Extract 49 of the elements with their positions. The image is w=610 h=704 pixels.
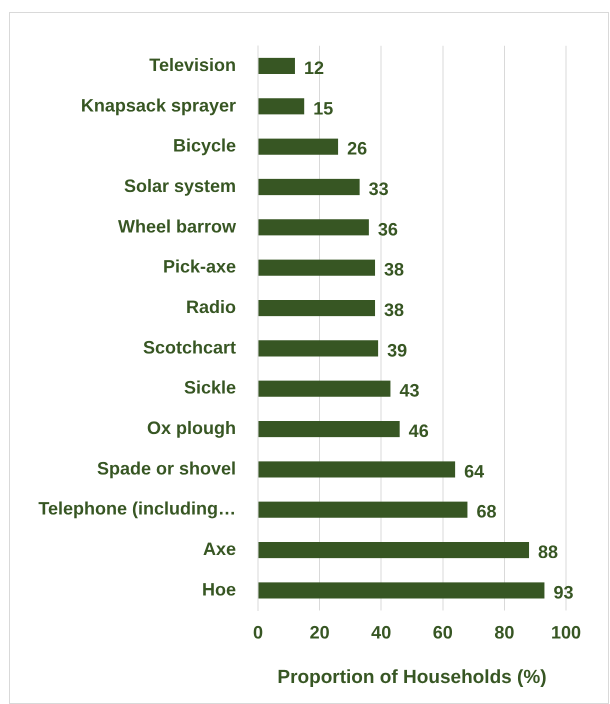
y-tick-label: Radio — [186, 296, 236, 317]
bar — [258, 420, 400, 438]
data-label: 33 — [368, 178, 389, 199]
data-label: 43 — [399, 380, 420, 401]
x-tick-label: 20 — [310, 622, 330, 642]
x-tick-label: 0 — [252, 622, 264, 642]
bar — [258, 542, 530, 558]
x-tick-label: 80 — [494, 622, 514, 642]
bar — [258, 219, 369, 236]
data-label: 64 — [464, 461, 484, 482]
data-label: 26 — [347, 138, 368, 159]
data-label: 12 — [304, 58, 324, 78]
bar — [258, 300, 376, 316]
bar — [258, 138, 338, 155]
bar — [258, 58, 295, 74]
y-tick-label: Ox plough — [147, 418, 236, 438]
data-label: 38 — [384, 260, 404, 280]
y-tick-label: Bicycle — [172, 136, 236, 156]
y-tick-label: Hoe — [202, 579, 236, 600]
y-tick-label: Wheel barrow — [118, 216, 237, 236]
y-tick-label: Solar system — [124, 176, 236, 196]
bar — [258, 260, 376, 276]
y-tick-label: Telephone (including… — [38, 498, 236, 519]
x-tick-label: 60 — [432, 622, 453, 642]
data-label: 46 — [408, 421, 429, 442]
y-tick-label: Spade or shovel — [96, 458, 236, 478]
y-tick-label: Scotchcart — [142, 337, 236, 358]
data-label: 93 — [553, 582, 574, 602]
y-tick-label: Axe — [202, 539, 236, 560]
x-tick-label: 100 — [550, 622, 582, 642]
data-label: 39 — [387, 340, 408, 360]
y-tick-label: Television — [149, 54, 236, 75]
bar — [258, 178, 360, 196]
bar — [258, 98, 304, 114]
y-tick-label: Sickle — [184, 378, 236, 398]
x-axis-title: Proportion of Households (%) — [277, 666, 547, 688]
bar — [258, 502, 468, 518]
bar — [258, 340, 378, 356]
bar — [258, 380, 390, 397]
data-label: 68 — [476, 502, 496, 522]
y-tick-label: Pick-axe — [162, 256, 236, 277]
data-label: 15 — [313, 98, 334, 118]
data-label: 88 — [538, 542, 558, 562]
data-label: 36 — [378, 219, 398, 240]
bar — [258, 461, 456, 478]
x-tick-label: 40 — [371, 622, 392, 642]
y-tick-label: Knapsack sprayer — [80, 95, 236, 116]
data-label: 38 — [384, 300, 404, 320]
bar — [258, 582, 544, 598]
